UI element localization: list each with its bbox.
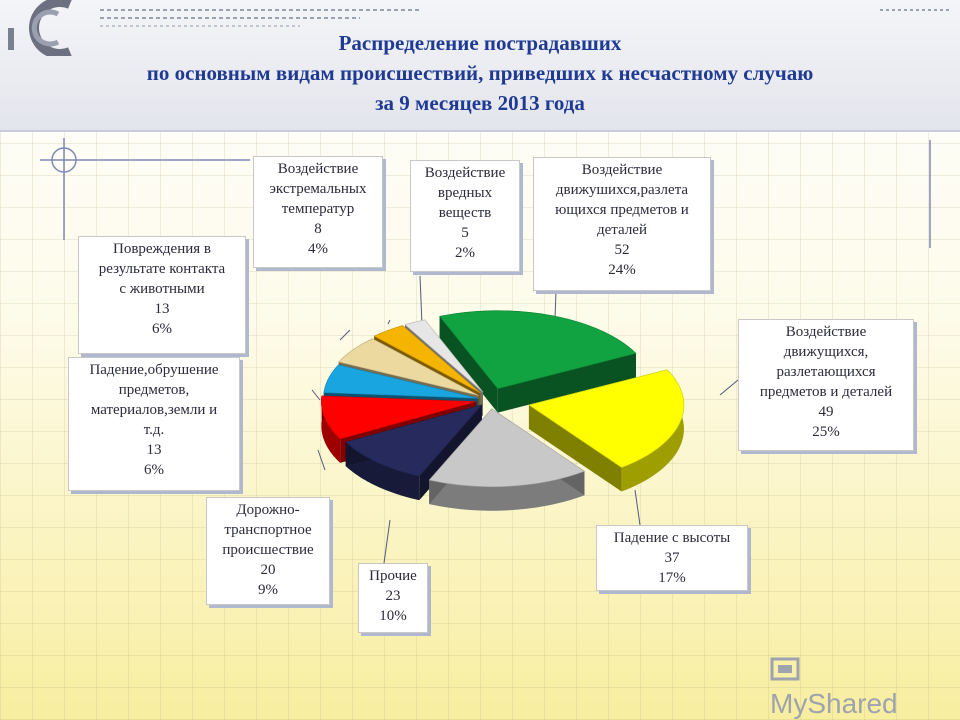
slice-label-line: Воздействие: [424, 165, 506, 181]
pie-slice-top: [404, 319, 484, 393]
slice-label-value: 13: [146, 442, 162, 458]
pie-slices: [321, 310, 685, 511]
slice-label-line: движушихся,разлета: [555, 182, 689, 198]
leader-line: [419, 275, 423, 326]
slice-label-percent: 4%: [308, 241, 328, 257]
slice-label-value: 13: [154, 301, 170, 317]
slice-label-line: Падение с высоты: [613, 530, 731, 546]
slice-label-line: деталей: [597, 222, 647, 238]
pie-slice-top: [338, 338, 479, 396]
slice-label-line: Воздействие: [277, 161, 359, 177]
slice-label: Дорожно-транспортное происшествие 20 9%: [206, 497, 330, 605]
slice-label-value: 37: [664, 550, 680, 566]
title-line: по основным видам происшествий, приведши…: [146, 61, 814, 85]
pie-slice-side: [429, 471, 585, 511]
pie-slice: [428, 408, 586, 511]
slice-label: Воздействие вредных веществ 5 2%: [410, 160, 520, 272]
slice-label-line: разлетающихся: [776, 364, 876, 380]
title-line: за 9 месяцев 2013 года: [375, 91, 585, 115]
leader-lines: [311, 275, 739, 564]
slice-label: Падение с высоты 37 17%: [596, 525, 748, 591]
pie-slice-top: [373, 325, 481, 394]
pie-slice-top: [528, 369, 685, 468]
leader-line: [719, 379, 739, 396]
leader-line: [311, 389, 321, 401]
slice-label-line: Воздействие: [785, 324, 867, 340]
slice-label-value: 5: [461, 225, 469, 241]
watermark-text: MyShared: [770, 688, 898, 719]
watermark-icon: [770, 657, 800, 681]
slice-label-line: транспортное: [224, 522, 312, 538]
leader-line: [383, 519, 391, 564]
slice-label-line: Прочие: [369, 568, 417, 584]
pie-slice-cut: [497, 353, 636, 413]
slice-label-percent: 25%: [812, 424, 840, 440]
pie-slice-top: [321, 395, 477, 440]
slice-label-line: Дорожно-: [236, 502, 300, 518]
slice-label-percent: 17%: [658, 570, 686, 586]
slice-label-value: 20: [260, 562, 276, 578]
slice-label-percent: 6%: [144, 462, 164, 478]
slice-label-line: Повреждения в: [112, 241, 211, 257]
slice-label-percent: 9%: [258, 582, 278, 598]
slice-label-value: 49: [818, 404, 834, 420]
pie-slice-cut: [528, 405, 622, 492]
watermark: MyShared: [770, 655, 930, 719]
slice-label-percent: 10%: [379, 608, 407, 624]
slice-label-percent: 2%: [455, 245, 475, 261]
logo-icon: [8, 0, 72, 56]
pie-slice-top: [428, 408, 586, 488]
pie-slice-top: [439, 310, 637, 390]
slice-label: Падение,обрушение предметов, материалов,зе…: [68, 357, 240, 491]
slice-label-line: предметов и деталей: [759, 384, 893, 400]
title-line: Распределение пострадавших: [338, 31, 622, 55]
header-band: Распределение пострадавших по основным в…: [0, 0, 960, 132]
slice-label-line: т.д.: [143, 422, 165, 438]
slice-label: Повреждения в результате контакта с животн…: [78, 236, 246, 354]
slice-label-line: движущихся,: [783, 344, 869, 360]
slice-label-line: экстремальных: [269, 181, 367, 197]
page-title: Распределение пострадавших по основным в…: [0, 28, 960, 118]
slice-label-value: 52: [614, 242, 630, 258]
slice-label-line: с животными: [119, 281, 205, 297]
leader-line: [554, 291, 557, 319]
slice-label-line: ющихся предметов и: [555, 202, 689, 218]
frame-decoration: [40, 138, 931, 248]
pie-slice-cut: [439, 316, 498, 413]
slice-label-line: материалов,земли и: [90, 402, 218, 418]
slice-label-line: Падение,обрушение: [89, 362, 219, 378]
slice-label-line: Воздействие: [581, 162, 663, 178]
pie-slice-side: [321, 395, 341, 463]
leader-line: [387, 319, 391, 325]
slice-label-line: происшествие: [222, 542, 314, 558]
leader-line: [634, 489, 641, 526]
slice-label: Воздействие движущихся, разлетающихся предм…: [738, 319, 914, 451]
slice-label-value: 8: [314, 221, 322, 237]
slice-label: Прочие 23 10%: [358, 563, 428, 633]
pie-slice-top: [323, 364, 479, 399]
slice-label: Воздействие движушихся,разлета ющихся пред…: [533, 157, 711, 291]
slice-label-percent: 24%: [608, 262, 636, 278]
pie-slice-top: [345, 404, 483, 477]
slice-label-line: температур: [281, 201, 355, 217]
slice-label-value: 23: [385, 588, 401, 604]
leader-line: [317, 449, 326, 471]
slice-label-line: веществ: [438, 205, 492, 221]
slice-label-line: результате контакта: [98, 261, 226, 277]
slice-label-line: вредных: [437, 185, 493, 201]
pie-slice: [528, 369, 685, 492]
slice-label-line: предметов,: [118, 382, 190, 398]
slice-label-percent: 6%: [152, 321, 172, 337]
slice-label: Воздействие экстремальных температур 8 4%: [253, 156, 383, 268]
header-decoration: [100, 9, 420, 27]
leader-line: [339, 329, 351, 341]
pie-slice: [439, 310, 637, 413]
